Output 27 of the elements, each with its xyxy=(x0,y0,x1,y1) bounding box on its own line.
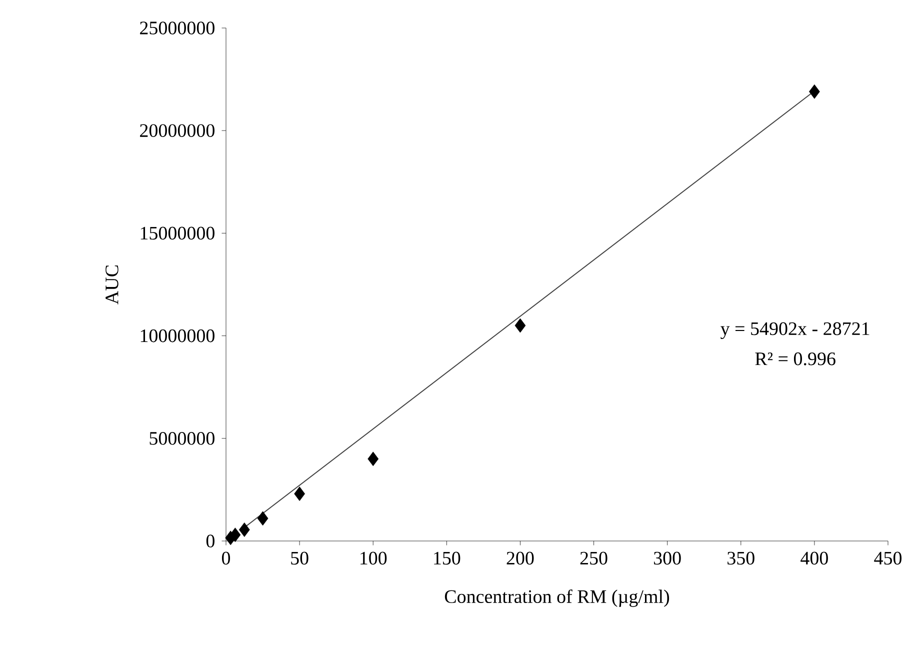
x-tick-label: 100 xyxy=(360,552,387,565)
point xyxy=(257,511,268,526)
point xyxy=(238,522,250,537)
point xyxy=(808,84,820,99)
point xyxy=(514,318,526,333)
annotation: R² = 0.996 xyxy=(755,352,836,366)
y-tick-label: 10000000 xyxy=(140,329,214,342)
x-tick-label: 350 xyxy=(728,552,754,565)
x-tick-label: 50 xyxy=(291,552,308,565)
y-tick-label: 0 xyxy=(206,534,214,548)
point xyxy=(368,452,379,466)
y-axis-title: AUC xyxy=(106,265,118,304)
y-tick-label: 20000000 xyxy=(140,124,214,138)
y-tick-label: 25000000 xyxy=(140,22,214,34)
y-tick-label: 15000000 xyxy=(140,226,214,240)
x-tick-label: 400 xyxy=(800,552,828,565)
point xyxy=(230,528,241,542)
x-tick-label: 300 xyxy=(654,552,681,565)
x-axis-title: Concentration of RM (µg/ml) xyxy=(444,589,670,607)
x-tick-label: 200 xyxy=(506,552,534,565)
x-tick-label: 150 xyxy=(434,552,460,565)
y-tick-label: 5000000 xyxy=(150,432,214,445)
point xyxy=(294,486,306,501)
x-tick-label: 250 xyxy=(580,552,608,565)
annotation: y = 54902x - 28721 xyxy=(720,322,870,340)
x-tick-label: 450 xyxy=(874,552,902,565)
x-tick-label: 0 xyxy=(222,552,230,565)
